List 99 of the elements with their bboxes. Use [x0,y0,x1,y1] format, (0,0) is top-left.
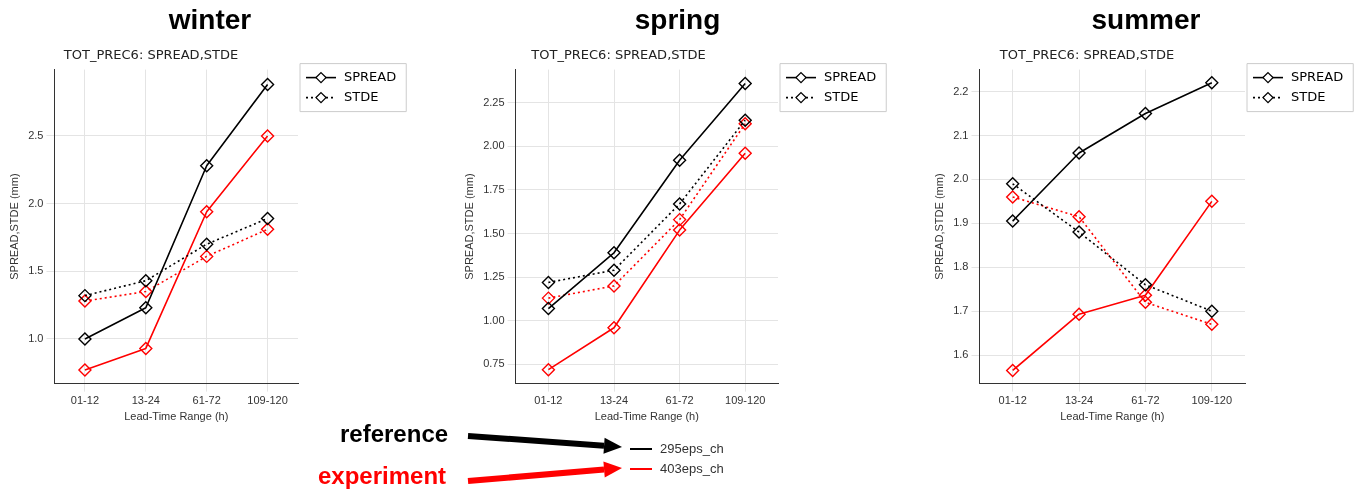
x-tick-label: 61-72 [192,394,221,407]
legend-label: SPREAD [344,68,397,84]
text: 403eps_ch [660,461,724,476]
y-tick-label: 1.75 [483,183,505,195]
point [1205,304,1219,318]
y-tick-label: 1.25 [483,270,505,283]
text: 295eps_ch [660,441,724,456]
point [260,222,275,237]
point [1138,288,1153,303]
chart-subtitle: TOT_PREC6: SPREAD,STDE [998,47,1175,63]
point [1005,363,1020,378]
point [1138,295,1153,310]
point [1005,190,1020,204]
y-tick-label: 2.5 [28,128,44,141]
point [1072,146,1086,160]
point [139,284,153,299]
x-tick-label: 61-72 [1131,394,1160,407]
point [1072,225,1086,239]
point [199,159,214,173]
point [78,294,92,308]
y-tick-label: 1.5 [28,264,44,277]
point [541,301,556,316]
x-tick-label: 13-24 [1064,394,1094,407]
point [1138,106,1153,121]
chart-title: winter [167,4,253,36]
y-tick-label: 1.8 [953,260,969,273]
point [1205,194,1219,209]
point [672,223,687,237]
legend-label: SPREAD [1291,68,1344,84]
point [1072,210,1086,224]
y-tick-label: 2.0 [953,172,969,185]
point [541,275,556,290]
y-tick-label: 1.6 [953,348,969,361]
point [260,211,275,226]
point [607,321,621,335]
y-axis-title: SPREAD,STDE (mm) [932,173,945,280]
point [1005,214,1020,228]
x-tick-label: 13-24 [599,394,629,407]
point [1072,307,1086,321]
chart-subtitle: TOT_PREC6: SPREAD,STDE [62,47,239,63]
point [607,246,621,260]
y-tick-label: 2.25 [483,95,505,108]
x-tick-label: 109-120 [247,394,288,407]
point [672,197,687,211]
point [541,291,556,305]
chart-title: spring [633,4,722,36]
point [78,332,92,346]
y-tick-label: 2.00 [483,139,505,152]
point [672,212,687,227]
y-tick-label: 1.00 [483,313,505,326]
y-tick-label: 0.75 [483,357,505,370]
y-tick-label: 1.9 [953,216,969,229]
x-tick-label: 01-12 [70,394,99,407]
point [78,363,92,377]
y-tick-label: 1.50 [483,226,505,239]
legend-label: STDE [824,88,859,104]
y-tick-label: 1.7 [953,304,969,317]
legend-label: STDE [344,88,379,104]
point [260,129,275,143]
x-axis-title: Lead-Time Range (h) [1060,410,1165,423]
point [139,341,153,356]
y-tick-label: 2.2 [953,84,969,97]
point [139,274,153,288]
y-axis-title: SPREAD,STDE (mm) [462,173,475,280]
y-tick-label: 2.1 [953,128,969,141]
chart-title: summer [1090,4,1202,36]
text: reference [340,420,449,448]
x-axis-title: Lead-Time Range (h) [594,410,699,423]
point [607,279,621,293]
point [199,249,214,264]
point [78,288,92,303]
x-tick-label: 01-12 [534,394,563,407]
x-tick-label: 13-24 [131,394,160,407]
legend-label: SPREAD [824,68,877,84]
y-axis-title: SPREAD,STDE (mm) [7,173,20,280]
legend-label: STDE [1291,88,1326,104]
y-tick-label: 1.0 [28,331,44,344]
x-tick-label: 61-72 [665,394,694,407]
point [1205,317,1219,332]
point [199,237,214,251]
point [199,205,214,219]
x-axis-title: Lead-Time Range (h) [124,410,229,423]
text: experiment [318,462,447,490]
point [738,76,752,91]
point [672,153,687,168]
point [738,113,752,127]
x-tick-label: 109-120 [725,394,766,407]
point [738,146,752,161]
x-tick-label: 109-120 [1191,394,1232,407]
point [1138,278,1153,292]
chart-subtitle: TOT_PREC6: SPREAD,STDE [530,47,706,63]
point [541,362,556,377]
x-tick-label: 01-12 [998,394,1027,407]
point [260,77,275,92]
point [1205,76,1219,90]
point [607,263,621,277]
point [1005,177,1020,191]
point [139,301,153,315]
y-tick-label: 2.0 [28,196,44,209]
